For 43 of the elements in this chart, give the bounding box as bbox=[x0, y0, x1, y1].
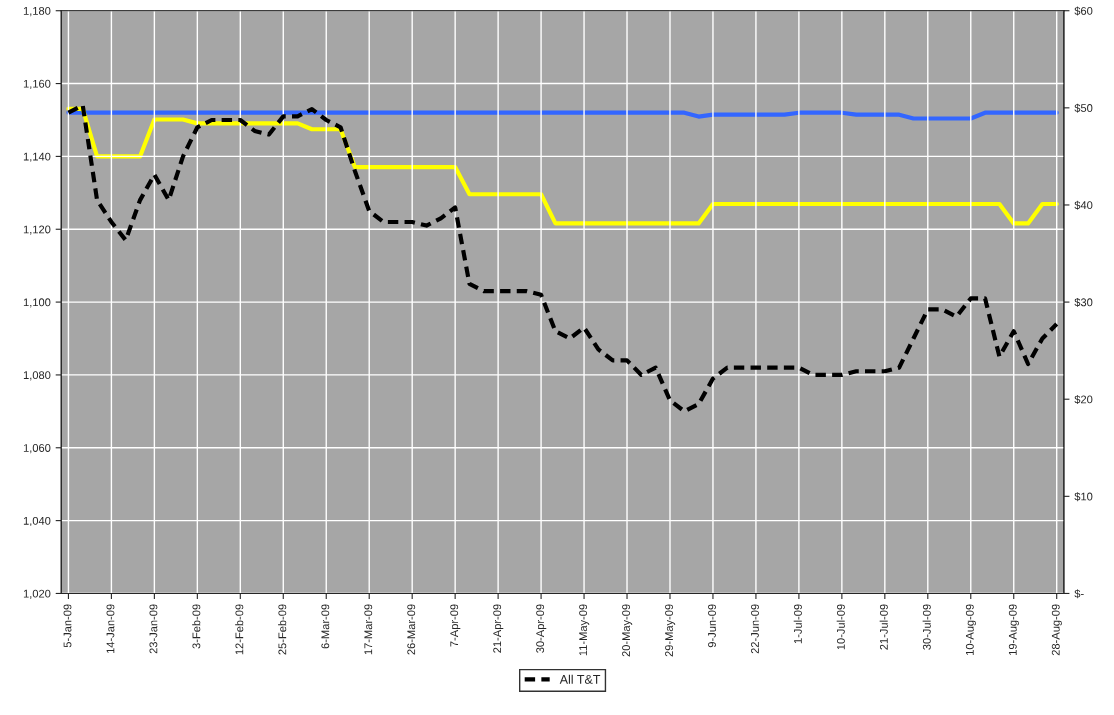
x-tick-label: 22-Jun-09 bbox=[751, 604, 759, 654]
x-tick-label: 21-Apr-09 bbox=[493, 604, 504, 653]
y2-tick-label: $- bbox=[1074, 589, 1084, 599]
x-tick-label: 10-Jul-09 bbox=[836, 604, 845, 650]
y2-tick-label: $30 bbox=[1074, 297, 1093, 307]
x-tick-label: 6-Mar-09 bbox=[321, 604, 330, 649]
x-tick-label: 30-Apr-09 bbox=[536, 604, 547, 653]
x-tick-label: 7-Apr-09 bbox=[450, 604, 461, 647]
legend-label: All T&T bbox=[559, 674, 601, 684]
line-series bbox=[66, 103, 1059, 414]
y-tick-label: 1,180 bbox=[23, 6, 51, 17]
y-tick-label: 1,040 bbox=[23, 516, 51, 527]
x-tick-label: 5-Jan-09 bbox=[63, 604, 72, 648]
x-tick-label: 20-May-09 bbox=[622, 604, 633, 657]
x-tick-label: 1-Jul-09 bbox=[793, 604, 802, 644]
x-tick-label: 11-May-09 bbox=[579, 604, 590, 656]
y2-tick-label: $40 bbox=[1074, 200, 1093, 210]
line-series bbox=[66, 106, 1059, 226]
x-tick-label: 19-Aug-09 bbox=[1008, 604, 1019, 655]
y-tick-label: 1,060 bbox=[23, 444, 51, 454]
y2-tick-label: $60 bbox=[1074, 6, 1093, 16]
x-tick-label: 10-Aug-09 bbox=[965, 604, 976, 655]
x-tick-label: 9-Jun-09 bbox=[708, 604, 716, 648]
x-tick-label: 17-Mar-09 bbox=[364, 604, 373, 655]
y-tick-label: 1,160 bbox=[23, 79, 51, 90]
y-tick-label: 1,100 bbox=[23, 298, 51, 308]
x-tick-label: 14-Jan-09 bbox=[106, 604, 115, 654]
y-tick-label: 1,140 bbox=[23, 152, 51, 162]
y2-tick-label: $20 bbox=[1074, 395, 1093, 405]
x-tick-label: 23-Jan-09 bbox=[149, 604, 158, 654]
x-tick-label: 21-Jul-09 bbox=[879, 604, 888, 650]
x-tick-label: 26-Mar-09 bbox=[407, 604, 416, 655]
y-tick-label: 1,120 bbox=[23, 225, 51, 235]
y2-tick-label: $10 bbox=[1074, 492, 1093, 502]
y-tick-label: 1,020 bbox=[23, 589, 51, 599]
x-tick-label: 25-Feb-09 bbox=[278, 604, 287, 655]
x-tick-label: 3-Feb-09 bbox=[192, 604, 201, 649]
x-tick-label: 30-Jul-09 bbox=[922, 604, 931, 650]
x-tick-label: 29-May-09 bbox=[665, 604, 676, 657]
y-tick-label: 1,080 bbox=[23, 371, 51, 381]
x-tick-label: 12-Feb-09 bbox=[235, 604, 244, 655]
y2-tick-label: $50 bbox=[1074, 103, 1093, 113]
x-tick-label: 28-Aug-09 bbox=[1051, 604, 1062, 656]
